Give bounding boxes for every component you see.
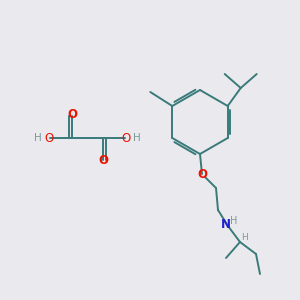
Text: O: O (44, 131, 54, 145)
Text: N: N (221, 218, 231, 230)
Text: H: H (242, 233, 248, 242)
Text: O: O (67, 109, 77, 122)
Text: O: O (98, 154, 108, 167)
Text: H: H (133, 133, 141, 143)
Text: H: H (34, 133, 42, 143)
Text: O: O (122, 131, 130, 145)
Text: O: O (197, 167, 207, 181)
Text: H: H (230, 216, 238, 226)
